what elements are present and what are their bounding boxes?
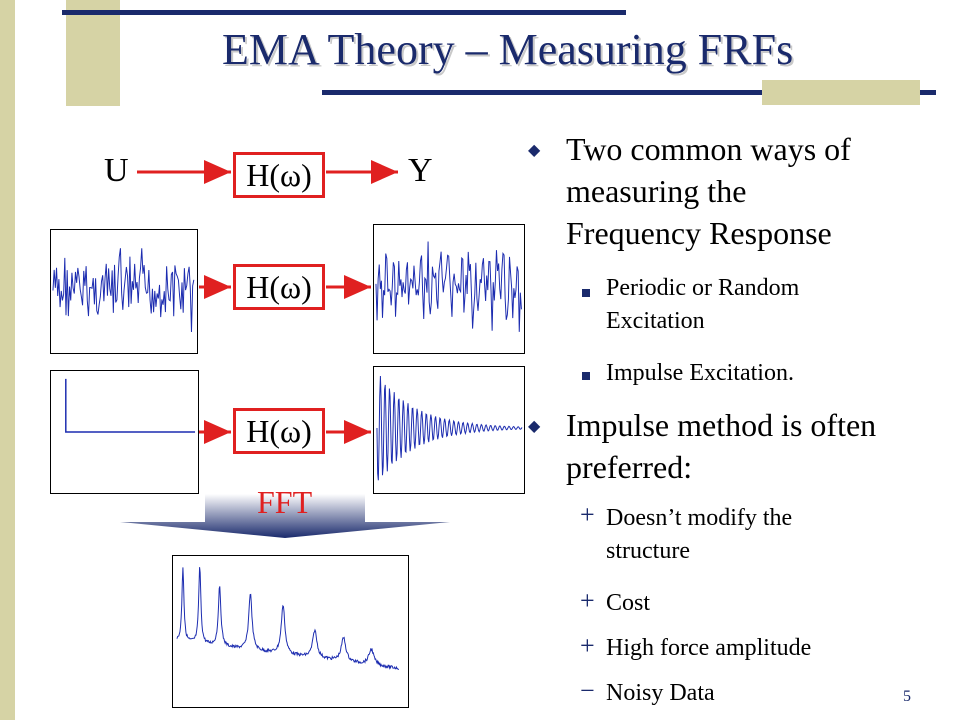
bullet-measuring-ways: Two common ways of measuring the Frequen… (566, 131, 851, 251)
page-number: 5 (903, 688, 911, 705)
impulse-output-trace (376, 375, 523, 481)
random-input-trace (52, 248, 195, 332)
minus-bullet-icon: − (580, 676, 595, 705)
title-accent-block (66, 0, 120, 106)
impulse-output-plot (373, 366, 525, 494)
slide-title: EMA Theory – Measuring FRFs (222, 25, 794, 74)
plus-bullet-icon: + (580, 586, 595, 615)
plus-bullet-icon: + (580, 500, 595, 529)
left-accent-bar (0, 0, 15, 720)
output-label: Y (408, 152, 433, 189)
frf-spectrum-plot (172, 555, 409, 708)
subbullet-noisy-data: Noisy Data (606, 680, 715, 706)
impulse-input-plot (50, 370, 199, 494)
impulse-input-trace (65, 378, 196, 433)
diamond-bullet-icon: ◆ (528, 418, 541, 435)
title-accent-swatch (762, 80, 920, 105)
transfer-function-box-random: H(ω) (233, 264, 325, 310)
title-rule-bottom (322, 90, 936, 95)
title-rule-top (62, 10, 626, 15)
plus-bullet-icon: + (580, 631, 595, 660)
transfer-function-box-impulse: H(ω) (233, 408, 325, 454)
random-output-plot (373, 224, 525, 354)
square-bullet-icon (582, 289, 590, 297)
square-bullet-icon (582, 372, 590, 380)
frf-spectrum-trace (176, 567, 400, 670)
input-label: U (104, 152, 129, 189)
random-input-plot (50, 229, 198, 354)
fft-label: FFT (257, 484, 313, 520)
subbullet-no-modify: Doesn’t modify the structure (606, 505, 793, 564)
random-output-trace (375, 241, 522, 332)
subbullet-periodic-random: Periodic or Random Excitation (606, 275, 800, 334)
subbullet-impulse-excitation: Impulse Excitation. (606, 360, 794, 386)
fft-funnel-arrow (120, 494, 450, 538)
subbullet-cost: Cost (606, 590, 651, 616)
subbullet-high-force: High force amplitude (606, 635, 812, 661)
transfer-function-box: H(ω) (233, 152, 325, 198)
diamond-bullet-icon: ◆ (528, 142, 541, 159)
bullet-impulse-preferred: Impulse method is often preferred: (566, 407, 877, 485)
